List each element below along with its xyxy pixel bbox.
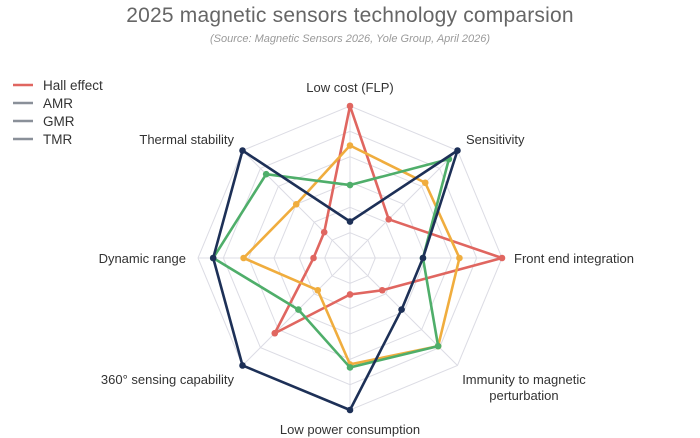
data-point	[346, 291, 354, 298]
axis-label: Low cost (FLP)	[306, 80, 393, 95]
data-point	[240, 254, 247, 262]
data-point	[419, 254, 427, 262]
data-point	[295, 306, 302, 313]
data-point	[262, 170, 270, 178]
data-point	[239, 362, 246, 369]
axis-label-line: Low power consumption	[280, 422, 420, 437]
data-point	[346, 218, 354, 225]
axis-label-line: Sensitivity	[466, 132, 525, 147]
data-point	[320, 228, 328, 236]
legend-item[interactable]: Hall effect	[13, 78, 103, 93]
grid-spoke	[349, 150, 458, 259]
legend-label: AMR	[43, 96, 73, 111]
axis-label: Sensitivity	[466, 132, 525, 147]
data-point	[346, 142, 354, 149]
data-point	[292, 200, 300, 208]
axis-labels: Low cost (FLP) Sensitivity Front end integ…	[99, 80, 634, 437]
axis-label: Immunity to magnetic perturbation	[462, 372, 586, 403]
legend: Hall effect AMR GMR TMR	[13, 78, 103, 147]
series-gmr	[209, 155, 453, 371]
axis-label-line: Thermal stability	[139, 132, 234, 147]
data-point	[385, 216, 392, 223]
axis-label: Thermal stability	[139, 132, 234, 147]
chart-title: 2025 magnetic sensors technology compars…	[126, 4, 574, 27]
axis-label-line: Front end integration	[514, 251, 634, 266]
legend-label: TMR	[43, 132, 72, 147]
data-point	[209, 254, 217, 262]
data-point	[314, 286, 322, 294]
data-point	[239, 147, 246, 154]
axis-label: Low power consumption	[280, 422, 420, 437]
axis-label-line: Immunity to magnetic	[462, 372, 586, 387]
data-point	[346, 181, 354, 189]
data-point	[378, 286, 386, 294]
chart-subtitle: (Source: Magnetic Sensors 2026, Yole Gro…	[209, 33, 491, 45]
series-tmr	[209, 147, 461, 414]
data-point	[434, 342, 442, 350]
data-point	[310, 254, 317, 262]
data-point	[498, 254, 506, 262]
axis-label-line: 360° sensing capability	[101, 372, 235, 387]
axis-label: Front end integration	[514, 251, 634, 266]
legend-item[interactable]: GMR	[13, 114, 75, 129]
axis-label: 360° sensing capability	[101, 372, 235, 387]
axis-label-line: Dynamic range	[99, 251, 186, 266]
data-point	[346, 364, 354, 371]
data-point	[421, 179, 429, 187]
axis-label-line: Low cost (FLP)	[306, 80, 393, 95]
data-point	[454, 147, 461, 154]
data-point	[346, 102, 354, 110]
data-point	[456, 254, 463, 262]
axis-label: Dynamic range	[99, 251, 186, 266]
data-point	[346, 406, 354, 414]
data-point	[271, 329, 279, 337]
series-hall-effect	[271, 102, 506, 337]
legend-item[interactable]: AMR	[13, 96, 73, 111]
axis-label-line: perturbation	[489, 388, 558, 403]
legend-item[interactable]: TMR	[13, 132, 72, 147]
data-point	[398, 306, 405, 313]
legend-label: GMR	[43, 114, 75, 129]
legend-label: Hall effect	[43, 78, 103, 93]
series-layer	[209, 102, 506, 414]
